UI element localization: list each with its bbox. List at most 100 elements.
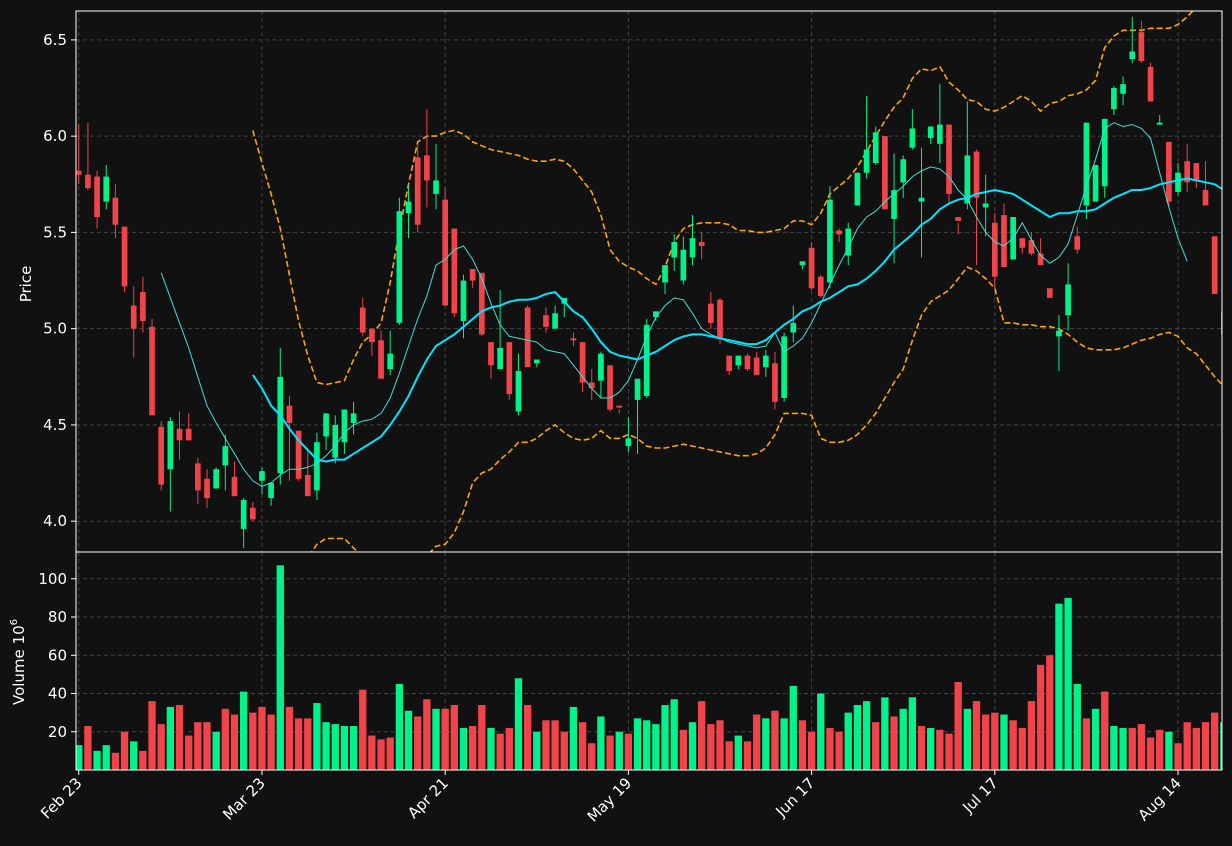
- candle-body: [451, 228, 458, 314]
- candle-body: [94, 176, 100, 218]
- volume-tick-label: 40: [48, 685, 67, 703]
- volume-bar: [175, 704, 184, 770]
- candle-body: [1046, 288, 1053, 298]
- volume-bar: [76, 745, 83, 770]
- candle-body: [781, 336, 787, 398]
- volume-bar: [661, 704, 669, 770]
- volume-bar: [1046, 655, 1054, 770]
- candle-body: [295, 430, 302, 479]
- date-tick-label: Feb 23: [37, 774, 85, 822]
- candle-body: [488, 342, 494, 366]
- volume-bar: [496, 733, 504, 770]
- volume-bar: [707, 724, 715, 770]
- candle-body: [497, 347, 503, 370]
- volume-panel-frame: [75, 551, 1223, 771]
- volume-bar: [542, 720, 550, 770]
- candle-body: [680, 249, 687, 281]
- volume-bar: [688, 722, 697, 770]
- volume-bar: [954, 682, 962, 770]
- candle-body: [1220, 311, 1222, 335]
- volume-bar: [643, 720, 651, 770]
- candle-body: [469, 268, 476, 281]
- candle-body: [552, 313, 558, 329]
- candle-body: [387, 353, 394, 370]
- candle-body: [506, 342, 513, 395]
- volume-bar: [102, 745, 110, 770]
- candle-body: [872, 132, 879, 164]
- volume-axis-label-text: Volume 10: [10, 625, 28, 705]
- candle-body: [671, 242, 678, 258]
- candle-body: [112, 197, 119, 225]
- price-axis-label: Price: [17, 266, 35, 303]
- volume-bar: [322, 722, 330, 770]
- candle-body: [891, 190, 897, 219]
- volume-bar: [881, 697, 889, 770]
- candle-body: [231, 476, 238, 497]
- candle-body: [726, 355, 732, 372]
- candle-body: [524, 307, 531, 368]
- fast-moving-average-line: [160, 122, 1188, 488]
- volume-bar: [130, 741, 138, 770]
- candle-body: [1056, 330, 1062, 337]
- volume-bar: [432, 708, 440, 770]
- candle-body: [314, 442, 320, 491]
- volume-bar: [991, 712, 999, 770]
- candle-body: [249, 507, 256, 520]
- candle-body: [982, 203, 989, 208]
- price-panel: [76, 11, 1222, 552]
- volume-bar: [395, 683, 404, 770]
- candle-body: [744, 355, 751, 370]
- volume-bar: [294, 718, 303, 770]
- volume-bar: [258, 706, 266, 770]
- candle-body: [378, 340, 384, 379]
- candle-body: [1211, 236, 1218, 295]
- volume-bar: [487, 727, 495, 770]
- candle-body: [900, 159, 907, 183]
- candle-body: [817, 276, 824, 296]
- volume-bar: [615, 731, 623, 770]
- candle-body: [194, 463, 201, 491]
- candle-body: [433, 180, 439, 194]
- candle-body: [1184, 161, 1191, 183]
- candle-body: [268, 482, 274, 499]
- candle-body: [1101, 118, 1108, 187]
- candle-body: [753, 357, 760, 375]
- volume-bar: [285, 706, 294, 770]
- slow-moving-average-line: [251, 177, 1222, 463]
- candle-body: [1111, 88, 1117, 110]
- price-tick-label: 5.0: [43, 320, 67, 338]
- volume-bar: [670, 699, 678, 770]
- candle-body: [185, 428, 192, 441]
- volume-bar: [835, 731, 843, 770]
- volume-bar: [917, 726, 926, 770]
- candle-body: [277, 376, 284, 474]
- volume-bar: [578, 722, 587, 770]
- candle-body: [323, 413, 329, 437]
- volume-bar: [1165, 731, 1173, 770]
- price-tick-label: 6.5: [43, 31, 67, 49]
- price-tick-label: 6.0: [43, 127, 67, 145]
- volume-bar: [807, 731, 816, 770]
- candle-body: [973, 151, 980, 198]
- volume-bar: [972, 701, 981, 770]
- candle-body: [991, 222, 998, 277]
- volume-bar: [459, 727, 468, 770]
- volume-bar: [844, 712, 852, 770]
- volume-panel: [76, 565, 1222, 770]
- upper-band-line: [252, 11, 1194, 386]
- candle-body: [222, 446, 229, 466]
- volume-bar: [1036, 664, 1045, 770]
- candle-body: [1065, 284, 1071, 316]
- volume-bar: [1110, 726, 1118, 770]
- candle-body: [707, 303, 714, 323]
- volume-bar: [551, 720, 559, 770]
- candle-body: [158, 426, 165, 485]
- volume-bar: [1082, 718, 1091, 770]
- volume-bar: [1055, 603, 1063, 770]
- candle-body: [332, 424, 339, 458]
- volume-bar: [798, 720, 807, 770]
- candle-body: [762, 355, 769, 368]
- volume-bar: [1073, 683, 1081, 770]
- price-tick-label: 4.0: [43, 512, 67, 530]
- date-tick-label: Apr 21: [404, 774, 452, 822]
